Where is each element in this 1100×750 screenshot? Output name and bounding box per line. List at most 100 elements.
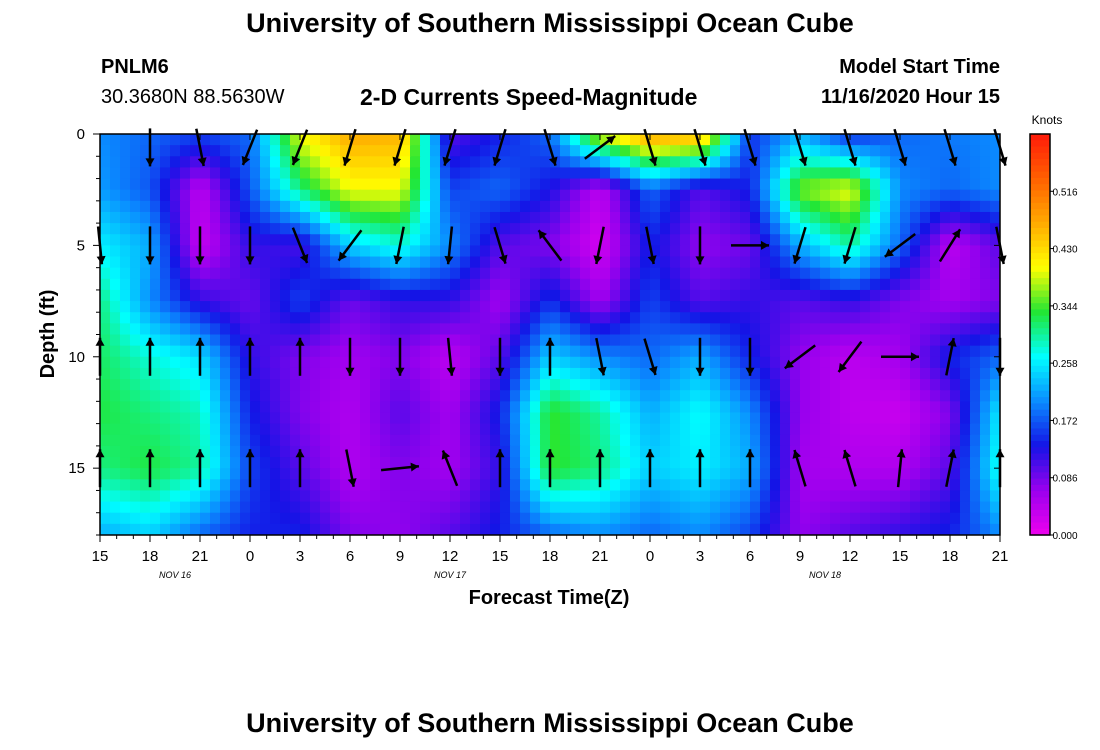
current-vector: [545, 449, 555, 488]
heatmap-cell: [650, 223, 661, 235]
heatmap-cell: [960, 523, 971, 535]
heatmap-cell: [840, 156, 851, 169]
heatmap-cell: [990, 323, 1000, 336]
heatmap-cell: [250, 468, 261, 480]
heatmap-cell: [660, 523, 671, 535]
heatmap-cell: [370, 523, 381, 535]
heatmap-cell: [530, 457, 541, 469]
heatmap-cell: [270, 412, 281, 425]
heatmap-cell: [690, 445, 701, 458]
heatmap-cell: [520, 523, 531, 535]
heatmap-cell: [880, 156, 891, 169]
heatmap-cell: [320, 523, 331, 535]
heatmap-cell: [360, 356, 371, 369]
heatmap-cell: [340, 401, 351, 414]
heatmap-cell: [960, 367, 971, 380]
heatmap-cell: [740, 211, 751, 224]
heatmap-cell: [310, 278, 321, 291]
heatmap-cell: [750, 167, 761, 180]
heatmap-cell: [740, 134, 751, 146]
heatmap-cell: [560, 200, 571, 213]
heatmap-cell: [430, 334, 441, 347]
heatmap-cell: [730, 278, 741, 291]
heatmap-cell: [950, 323, 961, 336]
heatmap-cell: [770, 267, 781, 280]
vector-head: [545, 449, 555, 458]
heatmap-cell: [510, 356, 521, 369]
heatmap-cell: [550, 267, 561, 280]
heatmap-cell: [970, 523, 981, 535]
heatmap-cell: [300, 289, 311, 302]
heatmap-cell: [120, 134, 131, 146]
heatmap-cell: [840, 379, 851, 391]
heatmap-cell: [820, 457, 831, 469]
heatmap-cell: [270, 178, 281, 191]
current-vector: [842, 449, 857, 487]
heatmap-cell: [310, 189, 321, 202]
heatmap-cell: [740, 379, 751, 391]
heatmap-cell: [300, 278, 311, 291]
heatmap-cell: [340, 423, 351, 436]
vector-head: [842, 254, 852, 264]
heatmap-cell: [720, 178, 731, 191]
heatmap-cell: [760, 367, 771, 380]
heatmap-cell: [720, 345, 731, 358]
heatmap-cell: [980, 178, 991, 191]
heatmap-cell: [700, 390, 711, 402]
heatmap-cell: [660, 445, 671, 458]
heatmap-cell: [460, 289, 471, 302]
heatmap-cell: [960, 468, 971, 480]
heatmap-cell: [140, 156, 151, 169]
heatmap-cell: [170, 434, 181, 447]
heatmap-cell: [200, 245, 211, 258]
heatmap-cell: [970, 145, 981, 157]
heatmap-cell: [670, 178, 681, 191]
heatmap-cell: [900, 468, 911, 480]
heatmap-cell: [930, 479, 941, 492]
heatmap-cell: [180, 423, 191, 436]
heatmap-cell: [440, 301, 451, 313]
heatmap-cell: [300, 178, 311, 191]
heatmap-cell: [480, 156, 491, 169]
heatmap-cell: [190, 501, 201, 514]
heatmap-cell: [730, 200, 741, 213]
heatmap-cell: [220, 457, 231, 469]
heatmap-cell: [220, 323, 231, 336]
heatmap-cell: [260, 356, 271, 369]
heatmap-cell: [970, 434, 981, 447]
heatmap-cell: [380, 479, 391, 492]
heatmap-cell: [380, 256, 391, 269]
heatmap-cell: [360, 223, 371, 235]
heatmap-cell: [670, 167, 681, 180]
heatmap-cell: [170, 390, 181, 402]
heatmap-cell: [850, 401, 861, 414]
heatmap-cell: [760, 356, 771, 369]
heatmap-cell: [810, 323, 821, 336]
heatmap-cell: [430, 234, 441, 246]
heatmap-cell: [110, 457, 121, 469]
colorbar-swatch: [1030, 359, 1050, 367]
heatmap-cell: [370, 434, 381, 447]
heatmap-cell: [660, 490, 671, 503]
heatmap-cell: [880, 479, 891, 492]
x-tick-label: 12: [842, 548, 859, 565]
heatmap-cell: [170, 256, 181, 269]
heatmap-cell: [510, 156, 521, 169]
colorbar-swatch: [1030, 177, 1050, 185]
heatmap-cell: [530, 367, 541, 380]
heatmap-cell: [210, 223, 221, 235]
heatmap-cell: [500, 211, 511, 224]
heatmap-cell: [160, 200, 171, 213]
heatmap-cell: [900, 390, 911, 402]
heatmap-cell: [190, 367, 201, 380]
heatmap-cell: [820, 379, 831, 391]
heatmap-cell: [680, 356, 691, 369]
heatmap-cell: [270, 490, 281, 503]
heatmap-cell: [650, 234, 661, 246]
heatmap-cell: [150, 301, 161, 313]
heatmap-cell: [920, 167, 931, 180]
heatmap-cell: [390, 223, 401, 235]
heatmap-cell: [220, 401, 231, 414]
heatmap-cell: [700, 267, 711, 280]
vector-head: [695, 449, 705, 458]
